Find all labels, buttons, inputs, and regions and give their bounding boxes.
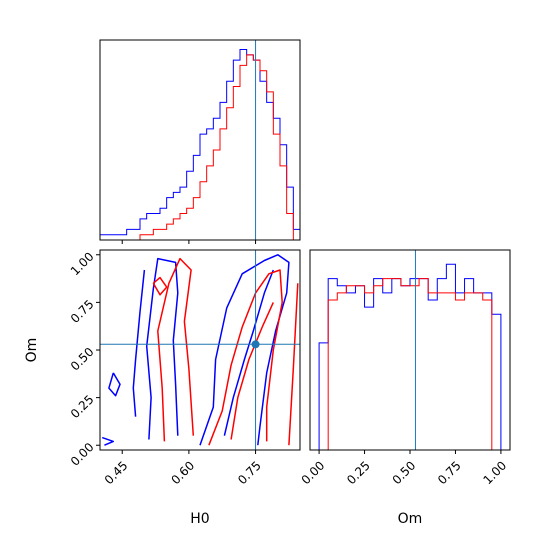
h0-histogram-series-2	[100, 54, 300, 241]
contour-8	[152, 276, 168, 296]
joint-x-tick-label: 0.60	[168, 458, 197, 487]
contour-11	[288, 283, 299, 446]
contour-5	[199, 254, 290, 446]
contour-2	[132, 269, 146, 417]
joint-contour-panel	[99, 249, 301, 451]
contour-6	[223, 269, 274, 436]
contour-4	[101, 436, 115, 446]
om-x-tick-label: 0.00	[299, 458, 328, 487]
om-histogram-panel	[309, 249, 511, 451]
om-x-axis-label: Om	[398, 511, 423, 527]
om-x-tick-label: 0.75	[435, 458, 464, 487]
joint-y-tick-label: 0.50	[68, 345, 97, 374]
joint-y-tick-label: 0.25	[68, 392, 97, 421]
tick-labels: 0.45 0.60 0.75 0.00 0.25 0.50 0.75 1.00 0.00 0.25…	[24, 249, 509, 527]
joint-x-axis-label: H0	[190, 511, 209, 527]
om-x-tick-label: 0.25	[344, 458, 373, 487]
joint-y-tick-label: 0.75	[68, 297, 97, 326]
contour-3	[108, 372, 121, 397]
h0-histogram-panel	[99, 39, 301, 244]
h0-histogram-frame	[99, 39, 301, 241]
contour-lines	[101, 254, 299, 446]
joint-x-tick-label: 0.75	[235, 458, 264, 487]
h0-histogram-series-1	[99, 49, 301, 240]
om-x-tick-label: 0.50	[390, 458, 419, 487]
om-histogram-series-2	[319, 278, 501, 451]
om-x-tick-label: 1.00	[480, 458, 509, 487]
joint-y-tick-label: 1.00	[68, 249, 97, 278]
truth-marker	[251, 340, 260, 349]
contour-1	[145, 257, 179, 440]
contour-10	[230, 302, 274, 440]
joint-y-tick-label: 0.00	[68, 440, 97, 469]
contour-9	[208, 269, 283, 446]
joint-x-tick-label: 0.45	[102, 458, 131, 487]
contour-7	[157, 257, 195, 442]
joint-y-axis-label: Om	[24, 338, 40, 363]
